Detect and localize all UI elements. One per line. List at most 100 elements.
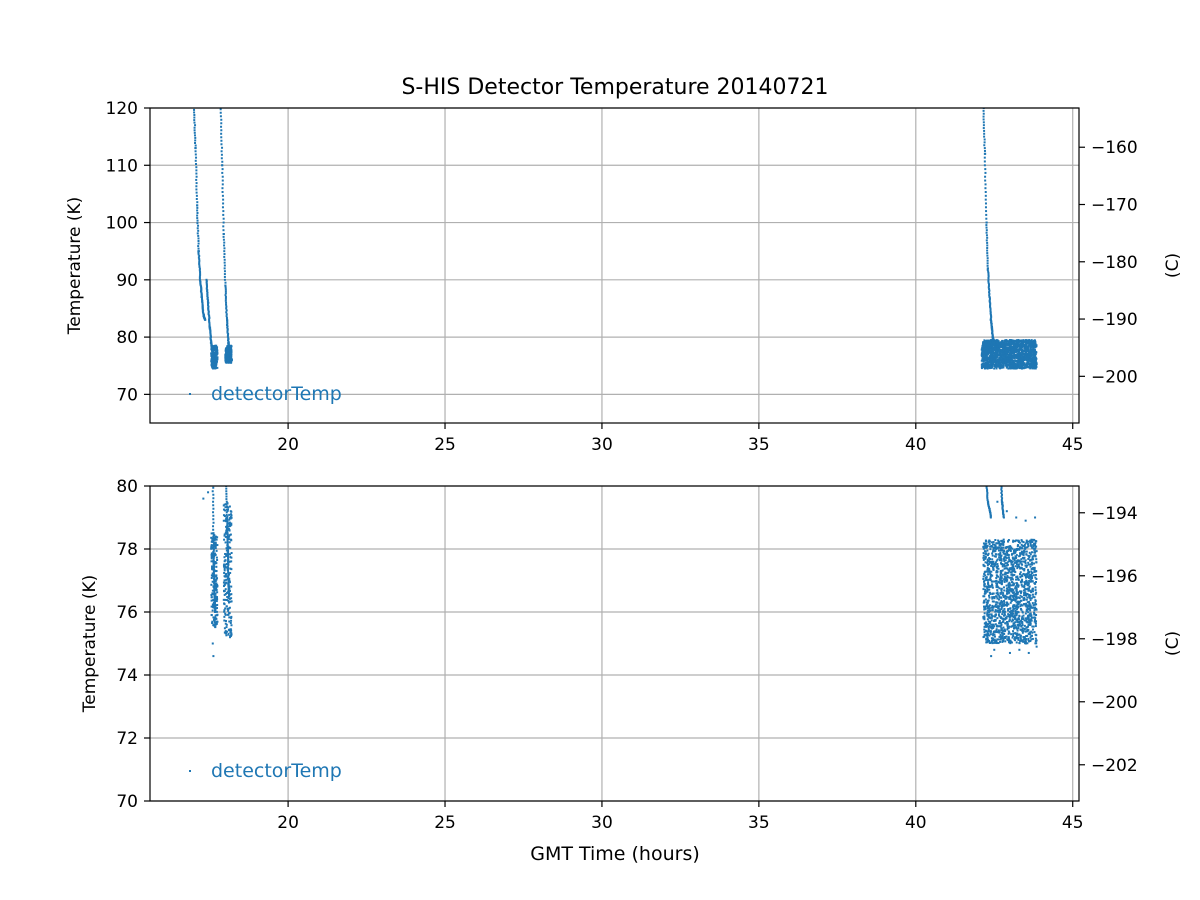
data-point — [1023, 556, 1026, 559]
data-point — [984, 555, 987, 558]
data-point — [1008, 591, 1011, 594]
data-point — [1021, 553, 1024, 556]
data-point — [997, 607, 1000, 610]
data-point — [212, 480, 214, 482]
data-point — [195, 156, 198, 159]
data-point — [987, 280, 990, 283]
data-point — [220, 143, 223, 146]
data-point — [228, 535, 231, 538]
data-point — [990, 613, 993, 616]
data-point — [988, 567, 991, 570]
data-point — [1008, 549, 1011, 552]
data-point — [1013, 595, 1016, 598]
data-point — [1027, 544, 1030, 547]
data-point — [212, 528, 215, 531]
data-point — [1008, 560, 1011, 563]
data-point — [1000, 623, 1003, 626]
data-point — [981, 346, 984, 349]
data-point — [206, 291, 209, 294]
data-point — [991, 365, 994, 368]
data-point — [982, 352, 985, 355]
data-point — [1010, 633, 1013, 636]
data-point — [211, 565, 214, 568]
data-point — [986, 554, 989, 557]
data-point — [1032, 357, 1035, 360]
data-point — [997, 609, 1000, 612]
data-point — [1015, 563, 1018, 566]
data-point — [988, 291, 991, 294]
data-point — [984, 351, 987, 354]
data-point — [213, 574, 216, 577]
data-point — [996, 609, 999, 612]
data-point — [981, 362, 984, 365]
data-point — [1015, 578, 1018, 581]
data-point — [985, 578, 988, 581]
data-point — [1020, 539, 1023, 542]
data-point — [213, 586, 216, 589]
data-point — [216, 352, 219, 355]
data-point — [1031, 631, 1034, 634]
data-point — [216, 536, 219, 539]
data-point — [990, 541, 993, 544]
data-point — [989, 311, 992, 314]
data-point — [1008, 346, 1011, 349]
data-point — [1013, 573, 1016, 576]
data-point — [1011, 574, 1014, 577]
data-point — [197, 237, 200, 240]
data-point — [1001, 635, 1004, 638]
data-point — [983, 152, 986, 155]
data-point — [988, 605, 991, 608]
data-point — [1019, 628, 1022, 631]
data-point — [990, 614, 993, 617]
data-point — [988, 344, 991, 347]
data-point — [1001, 497, 1004, 500]
data-point — [991, 562, 994, 565]
data-point — [213, 624, 216, 627]
data-point — [1008, 367, 1011, 370]
data-point — [212, 345, 215, 348]
data-point — [1012, 539, 1015, 542]
data-point — [226, 325, 229, 328]
data-point — [226, 349, 229, 352]
data-point — [1004, 617, 1007, 620]
data-point — [213, 618, 216, 621]
data-point — [990, 619, 993, 622]
data-point — [211, 592, 214, 595]
data-point — [997, 586, 1000, 589]
data-point — [1027, 584, 1030, 587]
data-point — [987, 286, 990, 289]
data-point — [986, 249, 989, 252]
data-point — [216, 349, 219, 352]
data-point — [223, 571, 226, 574]
data-point — [985, 349, 988, 352]
data-point — [980, 365, 983, 368]
data-point — [998, 595, 1001, 598]
data-point — [1032, 625, 1035, 628]
data-point — [222, 217, 225, 220]
data-point — [995, 606, 998, 609]
data-point — [212, 534, 215, 536]
data-point — [1006, 359, 1009, 362]
data-point — [1012, 604, 1015, 607]
data-point — [1004, 361, 1007, 364]
data-point — [995, 367, 998, 370]
data-point — [1012, 352, 1015, 355]
data-point — [1026, 620, 1029, 623]
data-point — [1007, 641, 1010, 644]
data-point — [1027, 614, 1030, 617]
data-point — [986, 564, 989, 567]
data-point — [1033, 543, 1036, 546]
data-point — [225, 301, 228, 304]
data-point — [1026, 541, 1029, 544]
data-point — [1000, 627, 1003, 630]
data-point — [986, 488, 989, 491]
data-point — [1027, 363, 1030, 366]
data-point — [1035, 363, 1038, 366]
data-point — [222, 585, 225, 588]
data-point — [195, 194, 198, 197]
data-point — [227, 549, 230, 552]
data-point — [1025, 592, 1028, 595]
data-point — [1030, 350, 1033, 353]
data-point — [987, 272, 990, 275]
data-point — [1015, 608, 1018, 611]
